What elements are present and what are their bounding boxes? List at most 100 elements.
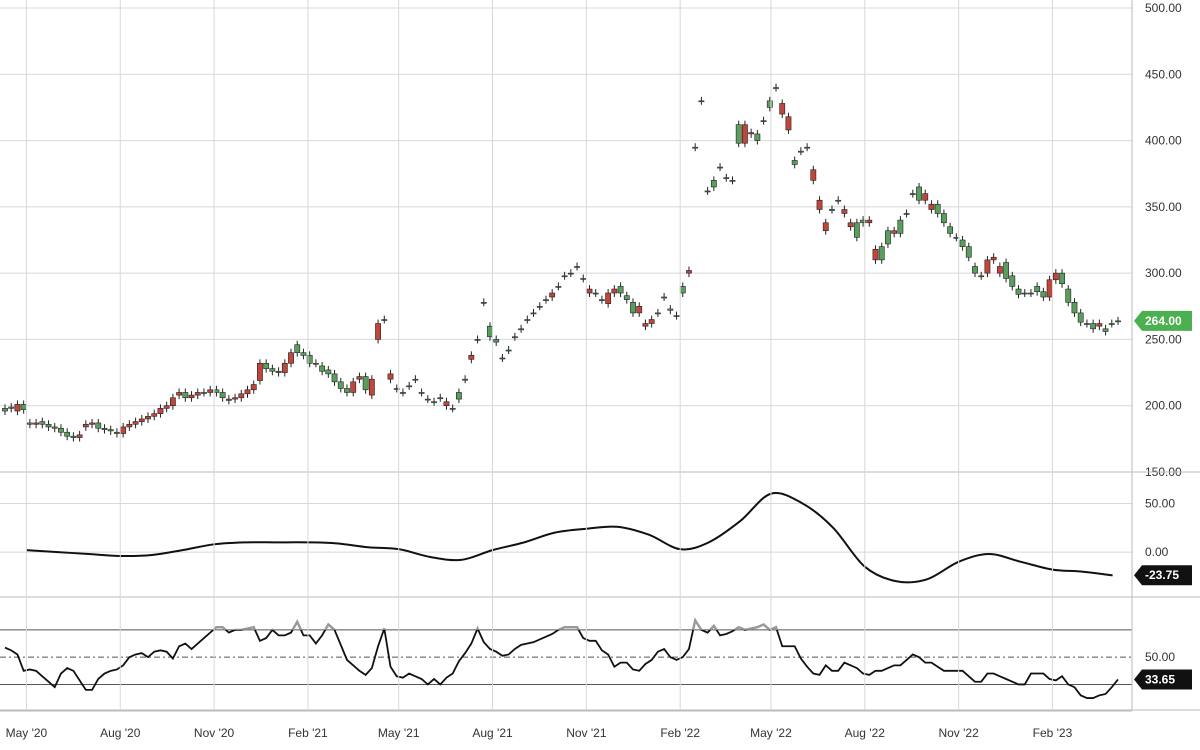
candle [536, 302, 543, 311]
candle [574, 262, 580, 271]
candle [306, 351, 313, 368]
candle [120, 422, 127, 438]
candle-body [1071, 302, 1078, 314]
candle [735, 120, 742, 148]
candle [263, 359, 270, 373]
candle-body [605, 292, 612, 304]
candle-body [437, 397, 444, 400]
candle [1059, 269, 1065, 288]
candle [959, 236, 966, 251]
candle [169, 393, 176, 410]
candle-body [344, 388, 350, 393]
candle [617, 282, 624, 298]
candle [1009, 271, 1016, 291]
candle-body [412, 378, 419, 381]
candle [860, 216, 866, 227]
candle-body [219, 392, 226, 399]
candle-body [897, 219, 904, 234]
candle-body [58, 427, 64, 433]
candle-body [51, 426, 58, 429]
candle [916, 182, 922, 205]
x-tick-label: Nov '22 [938, 726, 979, 740]
x-tick-label: Nov '20 [194, 726, 235, 740]
candle [511, 332, 518, 341]
candle [766, 96, 773, 112]
candle-body [972, 266, 978, 274]
candle-body [1052, 272, 1059, 281]
y-tick-label: 300.00 [1145, 266, 1182, 280]
candle-body [692, 146, 699, 149]
candle [400, 388, 406, 397]
candle [984, 255, 991, 278]
candle-body [891, 230, 898, 234]
candle [82, 420, 89, 431]
candle [493, 335, 500, 347]
candle-body [1040, 291, 1047, 298]
candle-body [1090, 323, 1097, 330]
candle-body [182, 392, 189, 399]
candle-body [586, 288, 593, 294]
candle [965, 242, 972, 262]
candle-body [89, 422, 95, 425]
candle [1102, 324, 1109, 336]
candle-body [543, 299, 549, 301]
candle-body [773, 87, 779, 89]
candle-body [654, 312, 661, 315]
last-price-label: 264.00 [1145, 314, 1182, 328]
candle-body [269, 368, 276, 372]
candle [319, 361, 326, 376]
candle-body [288, 352, 294, 364]
candle-body [1115, 320, 1121, 323]
candle-body [511, 336, 518, 339]
candle-body [903, 213, 910, 215]
candle [698, 96, 705, 105]
candle-body [201, 392, 207, 394]
candle-body [965, 246, 972, 258]
candle [543, 295, 549, 304]
candle [530, 308, 537, 317]
candle-body [331, 373, 338, 383]
candle-body [536, 305, 543, 308]
candle [555, 282, 562, 291]
candle-body [2, 408, 8, 412]
candle [213, 385, 220, 397]
x-tick-label: Nov '21 [566, 726, 607, 740]
candle-body [1003, 262, 1009, 279]
candle [829, 205, 835, 214]
candle-body [505, 349, 512, 352]
candle-body [1059, 272, 1065, 285]
candle [642, 319, 649, 331]
candle [437, 393, 444, 402]
candle [1096, 319, 1103, 331]
candle [225, 395, 232, 405]
candle-body [611, 288, 618, 294]
candle [362, 372, 369, 394]
candle [1046, 275, 1053, 301]
candle [194, 388, 201, 400]
candle-body [300, 352, 307, 356]
candle [418, 388, 425, 397]
candle-body [400, 392, 406, 394]
oscillator-badge [1134, 565, 1192, 586]
x-tick-label: Aug '22 [845, 726, 886, 740]
rsi-badge [1134, 669, 1192, 690]
candle-body [1028, 292, 1034, 295]
candle-body [126, 423, 133, 428]
candle [2, 404, 8, 415]
candle [368, 375, 375, 400]
x-tick-label: May '20 [6, 726, 48, 740]
candle-body [306, 355, 313, 364]
candle [717, 163, 723, 172]
candle-body [630, 302, 636, 314]
y-tick-label: 50.00 [1145, 496, 1175, 510]
rsi-panel: 50.00 33.65 [0, 617, 1192, 699]
candle-body [70, 435, 77, 438]
candle-body [169, 397, 176, 407]
candle [431, 397, 437, 406]
candle-body [673, 315, 680, 317]
candle [114, 428, 120, 438]
candle-body [462, 378, 469, 381]
candle [804, 143, 811, 152]
candle-body [704, 190, 711, 193]
candle [972, 262, 978, 278]
